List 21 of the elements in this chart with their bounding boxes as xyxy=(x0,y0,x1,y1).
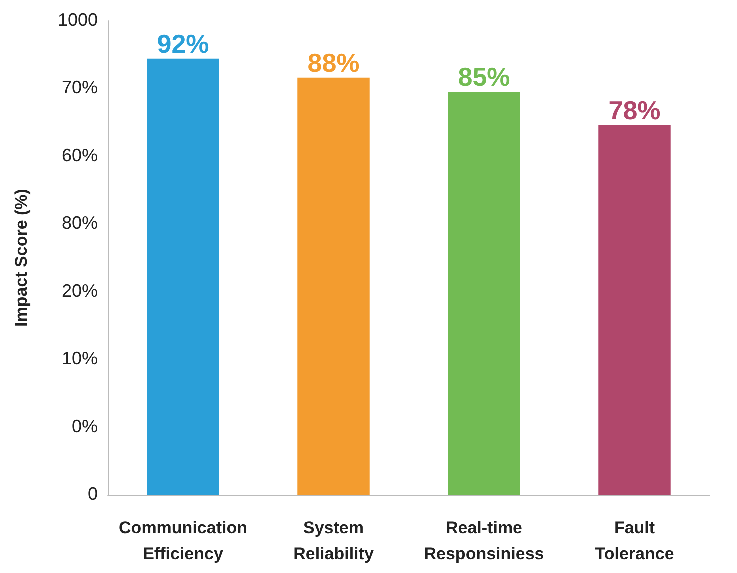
data-label: 85% xyxy=(458,62,510,92)
bar xyxy=(147,58,220,495)
y-axis-title: Impact Score (%) xyxy=(12,189,31,327)
bar xyxy=(298,78,370,495)
text: 1000 xyxy=(58,10,98,30)
x-tick-label: Fault Tolerance xyxy=(595,518,674,564)
data-label: 78% xyxy=(608,95,661,126)
data-label: 88% xyxy=(308,48,360,78)
text: 0% xyxy=(72,416,98,436)
text: 70% xyxy=(62,78,98,98)
bar xyxy=(598,125,671,495)
x-tick-label: System Reliability xyxy=(294,518,374,564)
text: 80% xyxy=(62,213,98,234)
data-label: 92% xyxy=(157,28,210,59)
text: 20% xyxy=(62,280,98,301)
text: 60% xyxy=(62,145,98,166)
bar xyxy=(448,92,520,495)
text: 0 xyxy=(88,484,98,504)
x-tick-label: Real-time Responsiniess xyxy=(424,518,544,564)
x-tick-label: Communication Efficiency xyxy=(119,518,248,564)
text: 10% xyxy=(62,348,98,369)
